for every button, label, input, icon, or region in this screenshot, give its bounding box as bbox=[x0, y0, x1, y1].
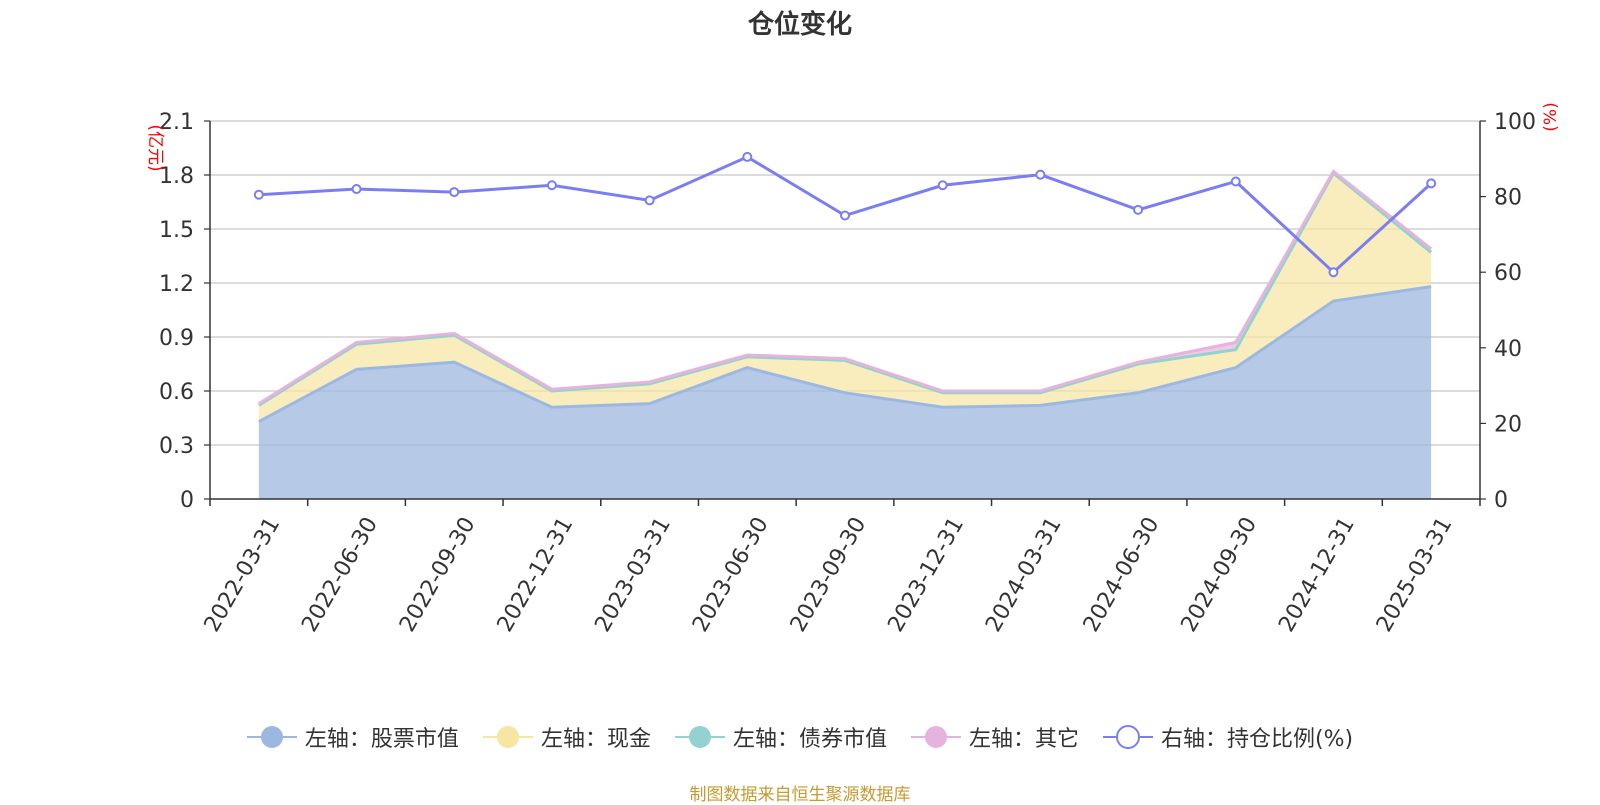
stacked-areas bbox=[258, 169, 1433, 499]
area-cash bbox=[258, 173, 1432, 422]
ratio-point bbox=[742, 151, 753, 162]
left-tick-label: 0.3 bbox=[159, 434, 194, 459]
x-tick-label: 2022-06-30 bbox=[297, 513, 383, 636]
filled-circle-icon bbox=[482, 726, 533, 748]
ratio-line-series bbox=[253, 151, 1437, 278]
x-tick-label: 2022-03-31 bbox=[200, 513, 286, 636]
line-other bbox=[258, 169, 1433, 405]
left-tick-label: 2.1 bbox=[159, 110, 194, 135]
x-tick-label: 2023-12-31 bbox=[883, 513, 969, 636]
legend-item-cash[interactable]: 左轴：现金 bbox=[482, 721, 651, 753]
x-tick-label: 2025-03-31 bbox=[1372, 513, 1458, 636]
left-tick-label: 1.5 bbox=[159, 218, 194, 243]
chart-title: 仓位变化 bbox=[747, 10, 852, 40]
right-tick-label: 20 bbox=[1494, 412, 1522, 437]
ratio-point bbox=[840, 210, 850, 221]
right-tick-label: 60 bbox=[1494, 261, 1522, 286]
ratio-point bbox=[1133, 204, 1144, 215]
legend-item-ratio[interactable]: 右轴：持仓比例(%) bbox=[1102, 721, 1354, 753]
right-tick-label: 40 bbox=[1494, 337, 1522, 362]
left-tick-label: 0.6 bbox=[159, 380, 194, 405]
right-axis-unit: (%) bbox=[1541, 102, 1561, 131]
ratio-point bbox=[1230, 176, 1241, 187]
legend-item-bond[interactable]: 左轴：债券市值 bbox=[674, 721, 887, 753]
hollow-circle-icon bbox=[1102, 725, 1153, 749]
ratio-point bbox=[253, 189, 264, 200]
legend-label: 左轴：其它 bbox=[968, 727, 1079, 752]
x-tick-label: 2024-12-31 bbox=[1274, 513, 1360, 636]
x-tick-label: 2022-09-30 bbox=[395, 513, 481, 636]
ratio-point bbox=[351, 184, 362, 195]
line-stock bbox=[258, 285, 1432, 423]
filled-circle-icon bbox=[910, 726, 961, 748]
legend-label: 左轴：现金 bbox=[540, 727, 651, 752]
x-tick-label: 2024-03-31 bbox=[981, 513, 1067, 636]
right-tick-label: 100 bbox=[1494, 110, 1536, 135]
x-tick-label: 2023-03-31 bbox=[590, 513, 676, 636]
ratio-point bbox=[937, 180, 948, 191]
ratio-point bbox=[1426, 178, 1437, 189]
left-tick-label: 0 bbox=[180, 488, 194, 513]
right-tick-label: 80 bbox=[1494, 186, 1522, 211]
left-tick-label: 0.9 bbox=[159, 326, 194, 351]
legend-label: 左轴：债券市值 bbox=[732, 727, 887, 752]
left-axis-unit: (亿元) bbox=[145, 124, 165, 171]
legend: 左轴：股票市值 左轴：现金 左轴：债券市值 左轴：其它 右轴：持仓比例(%) bbox=[0, 722, 1600, 752]
left-tick-label: 1.2 bbox=[159, 272, 194, 297]
x-tick-label: 2024-09-30 bbox=[1177, 513, 1263, 636]
x-tick-label: 2023-09-30 bbox=[786, 513, 872, 636]
ratio-point bbox=[449, 187, 460, 198]
legend-item-other[interactable]: 左轴：其它 bbox=[910, 721, 1079, 753]
left-tick-label: 1.8 bbox=[159, 164, 194, 189]
legend-label: 左轴：股票市值 bbox=[304, 727, 459, 752]
x-tick-label: 2022-12-31 bbox=[493, 513, 579, 636]
x-tick-label: 2024-06-30 bbox=[1079, 513, 1165, 636]
position-chart: 0 0.3 0.6 0.9 1.2 1.5 1.8 2.1 0 20 40 60 80 100 2022-0… bbox=[145, 102, 1561, 636]
legend-label: 右轴：持仓比例(%) bbox=[1160, 727, 1354, 752]
legend-item-stock[interactable]: 左轴：股票市值 bbox=[246, 721, 459, 753]
ratio-point bbox=[644, 195, 655, 206]
ratio-point bbox=[1035, 169, 1046, 180]
right-tick-label: 0 bbox=[1494, 488, 1508, 513]
data-source-footer: 制图数据来自恒生聚源数据库 bbox=[689, 785, 911, 805]
line-bond bbox=[258, 170, 1433, 407]
filled-circle-icon bbox=[674, 726, 725, 748]
ratio-point bbox=[546, 180, 557, 191]
x-tick-label: 2023-06-30 bbox=[688, 513, 774, 636]
ratio-point bbox=[1328, 267, 1339, 278]
filled-circle-icon bbox=[246, 726, 297, 748]
